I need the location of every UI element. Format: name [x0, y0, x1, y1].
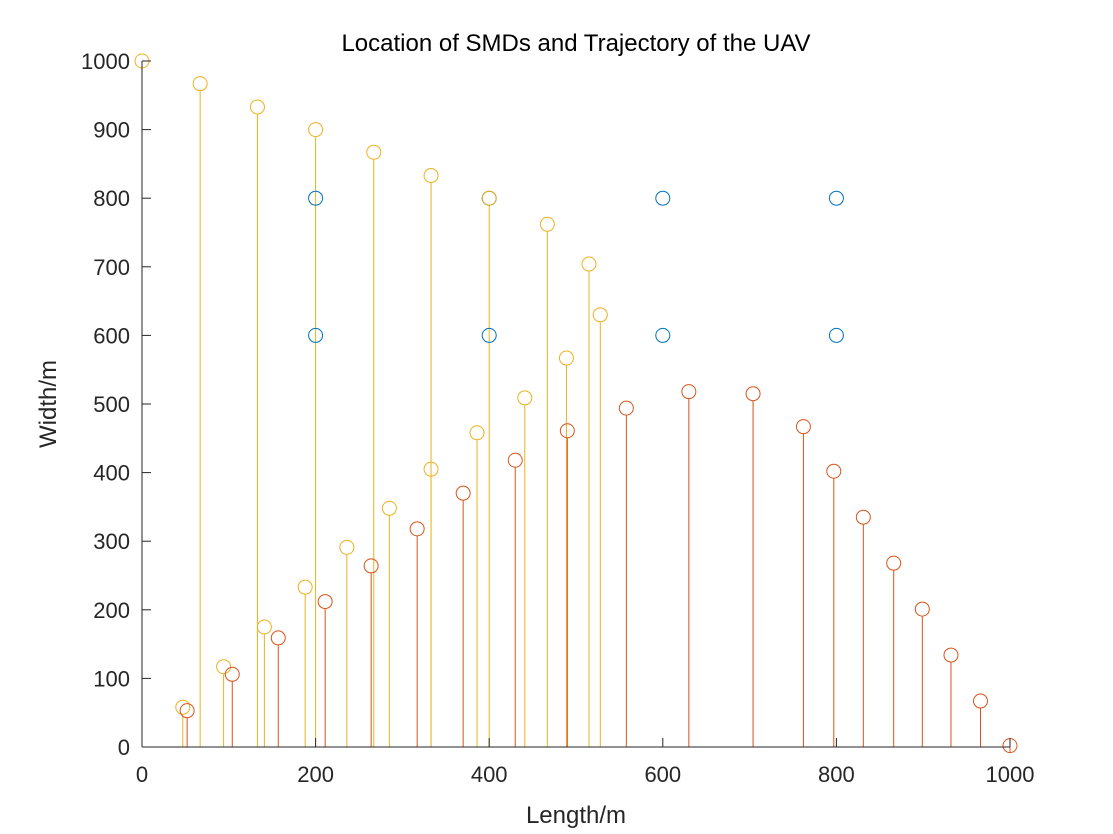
data-point	[828, 327, 844, 343]
y-tick-label: 600	[93, 323, 130, 348]
data-point	[539, 216, 555, 232]
data-point	[972, 693, 988, 709]
x-tick-label: 800	[818, 762, 855, 787]
data-point	[855, 509, 871, 525]
data-point	[409, 521, 425, 537]
y-tick-label: 300	[93, 529, 130, 554]
x-tick-label: 1000	[986, 762, 1035, 787]
data-point	[558, 350, 574, 366]
data-point	[175, 699, 191, 715]
y-tick-label: 700	[93, 255, 130, 280]
data-point	[507, 452, 523, 468]
data-point	[745, 386, 761, 402]
data-point	[517, 390, 533, 406]
data-markers	[134, 53, 1018, 754]
data-point	[886, 555, 902, 571]
data-point	[270, 630, 286, 646]
stem-lines	[141, 68, 1011, 753]
x-tick-label: 200	[297, 762, 334, 787]
data-point	[308, 122, 324, 138]
y-tick-label: 500	[93, 392, 130, 417]
data-point	[179, 703, 195, 719]
x-tick-label: 400	[471, 762, 508, 787]
data-point	[339, 539, 355, 555]
y-tick-label: 800	[93, 186, 130, 211]
data-point	[423, 461, 439, 477]
data-point	[216, 659, 232, 675]
x-axis-label: Length/m	[526, 802, 626, 829]
data-point	[655, 190, 671, 206]
data-point	[192, 76, 208, 92]
x-tick-label: 600	[644, 762, 681, 787]
y-tick-label: 900	[93, 118, 130, 143]
data-point	[592, 307, 608, 323]
data-point	[914, 601, 930, 617]
y-tick-label: 200	[93, 598, 130, 623]
data-point	[308, 190, 324, 206]
data-point	[559, 423, 575, 439]
data-point	[481, 327, 497, 343]
data-point	[826, 463, 842, 479]
y-tick-label: 100	[93, 666, 130, 691]
y-axis-label: Width/m	[35, 360, 62, 448]
data-point	[469, 425, 485, 441]
data-point	[581, 256, 597, 272]
y-tick-label: 1000	[81, 49, 130, 74]
data-point	[618, 400, 634, 416]
data-point	[681, 384, 697, 400]
y-tick-label: 400	[93, 461, 130, 486]
data-point	[297, 579, 313, 595]
x-ticks: 0 200 400 600 800 1000	[136, 738, 1035, 787]
data-point	[481, 190, 497, 206]
data-point	[317, 594, 333, 610]
data-point	[455, 485, 471, 501]
x-tick-label: 0	[136, 762, 148, 787]
data-point	[381, 500, 397, 516]
data-point	[308, 327, 324, 343]
y-tick-label: 0	[118, 735, 130, 760]
data-point	[363, 558, 379, 574]
data-point	[943, 647, 959, 663]
chart-title: Location of SMDs and Trajectory of the U…	[341, 30, 810, 57]
data-point	[795, 419, 811, 435]
data-point	[256, 619, 272, 635]
data-point	[423, 168, 439, 184]
data-point	[655, 327, 671, 343]
data-point	[249, 99, 265, 115]
data-point	[224, 666, 240, 682]
y-ticks: 0 100 200 300 400 500 600 700 800 900 1000	[81, 49, 151, 760]
data-point	[366, 144, 382, 160]
data-point	[828, 190, 844, 206]
